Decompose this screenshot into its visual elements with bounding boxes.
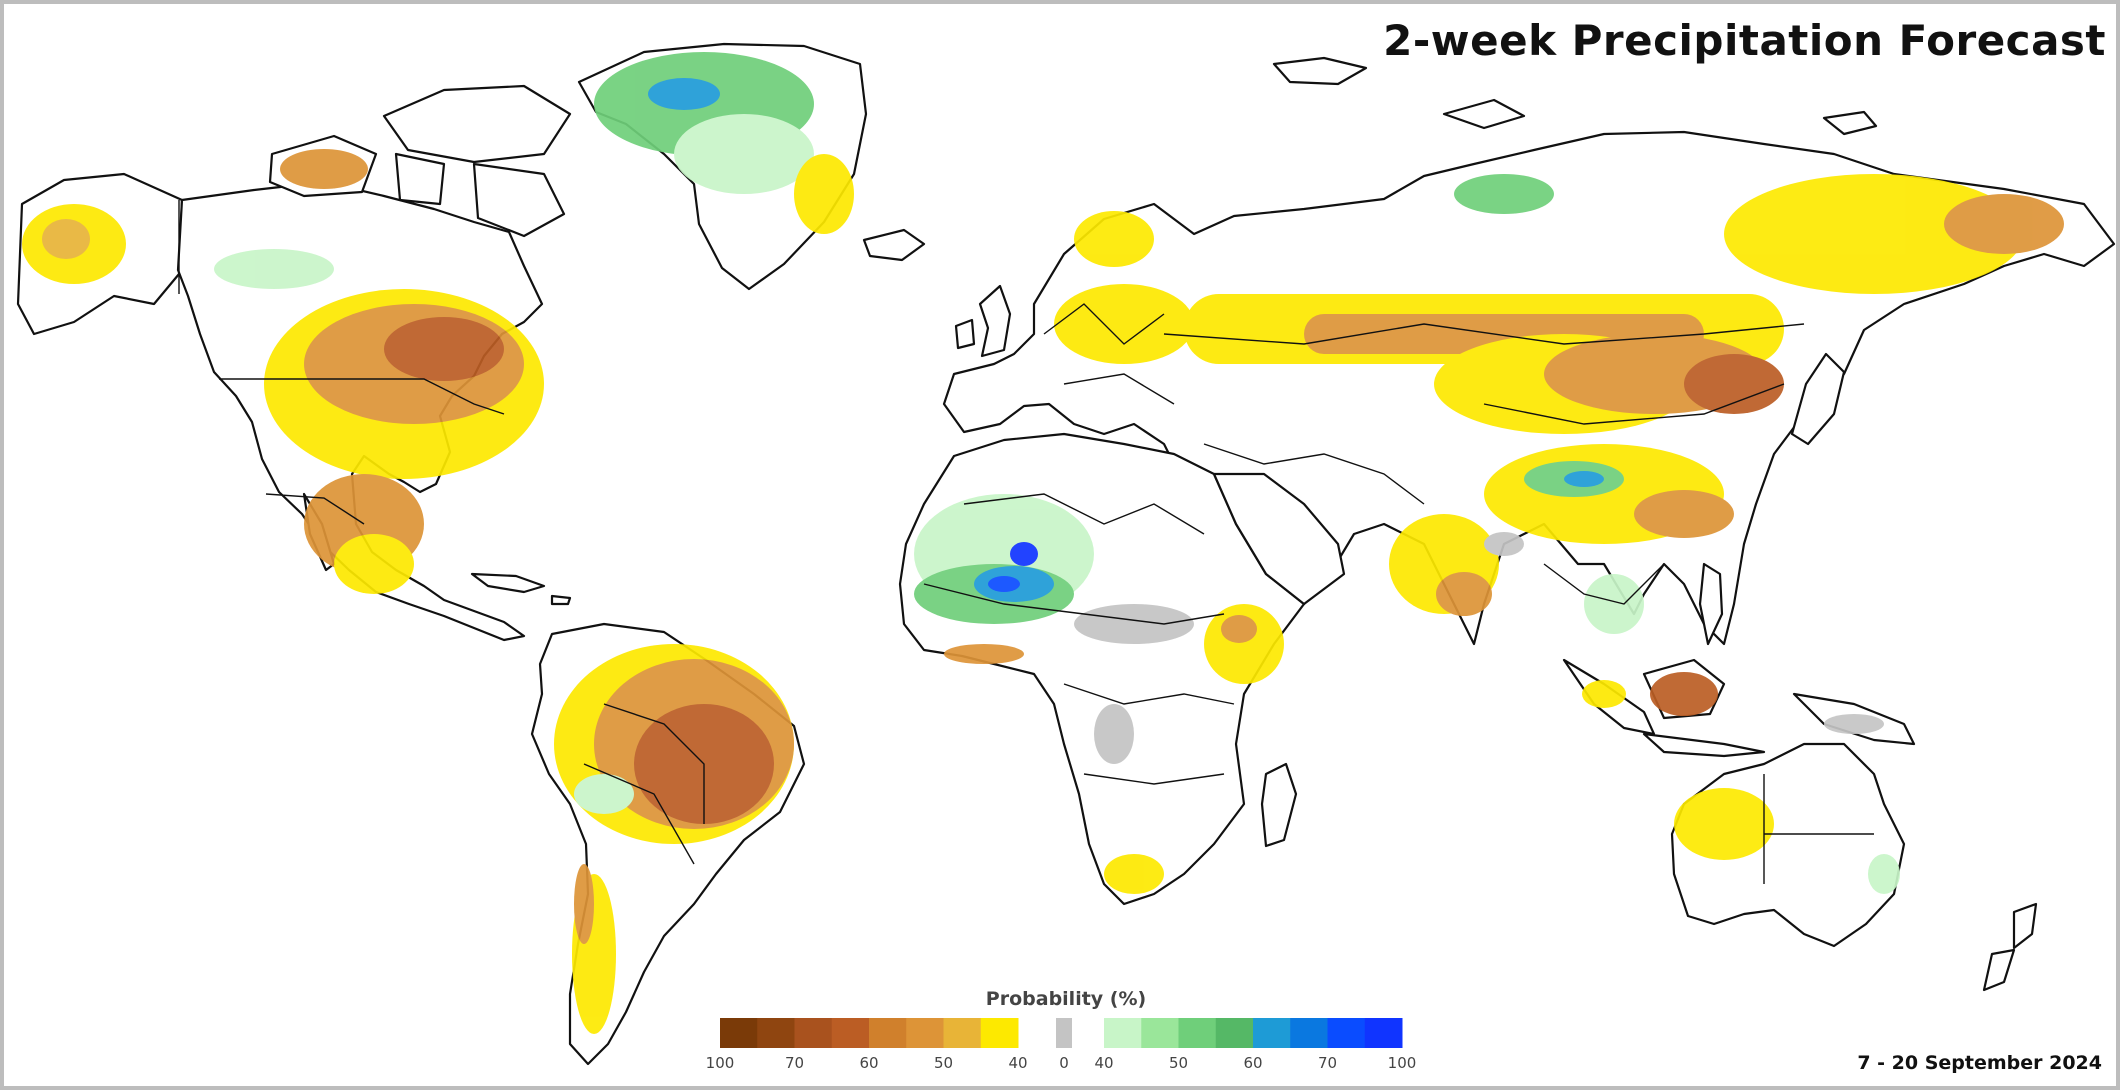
- legend-tick-wet-4: 100: [1388, 1054, 1417, 1072]
- legend-swatch-wet-6: [1327, 1018, 1366, 1048]
- legend-title: Probability (%): [985, 988, 1147, 1010]
- legend-swatch-dry-2: [794, 1018, 833, 1048]
- border-south-america-1: [603, 703, 705, 824]
- dry-zone-india-core: [1436, 572, 1492, 616]
- precipitation-probability-overlay: [22, 52, 2064, 1034]
- land-great-britain: [954, 284, 1012, 358]
- wet-zone-canada: [214, 249, 334, 289]
- wet-zone-north-russia: [1454, 174, 1554, 214]
- legend-swatch-wet-1: [1141, 1018, 1179, 1048]
- legend-swatch-wet-3: [1215, 1018, 1254, 1048]
- legend-swatch-dry-6: [943, 1018, 982, 1048]
- land-iceland: [862, 228, 926, 262]
- land-japan: [1790, 352, 1846, 446]
- legend-tick-dry-4: 40: [1008, 1054, 1027, 1072]
- dry-zone-greenland-east: [794, 154, 854, 234]
- legend-swatch-wet-4: [1253, 1018, 1291, 1048]
- land-madagascar: [1260, 762, 1298, 848]
- wet-zone-south-america: [574, 774, 634, 814]
- border-china-north: [1483, 383, 1785, 425]
- wet-zone-sahara-max: [1010, 542, 1038, 566]
- legend-tick-wet-1: 50: [1169, 1054, 1188, 1072]
- wet-zone-australia-east: [1868, 854, 1900, 894]
- wet-zone-tibet-core: [1564, 471, 1604, 487]
- land-cuba-caribbean: [470, 572, 572, 606]
- dry-zone-east-siberia: [1724, 174, 2024, 294]
- legend-swatch-dry-4: [869, 1018, 907, 1048]
- border-us-mexico: [265, 493, 365, 525]
- land-new-zealand: [1982, 902, 2038, 992]
- border-africa-north: [963, 493, 1205, 535]
- border-europe: [1043, 303, 1175, 405]
- dry-zone-australia: [1674, 788, 1774, 860]
- legend-tick-wet-3: 70: [1318, 1054, 1337, 1072]
- legend-swatch-dry-1: [757, 1018, 795, 1048]
- wet-zone-southeast-asia: [1584, 574, 1644, 634]
- date-range: 7 - 20 September 2024: [1857, 1052, 2102, 1074]
- border-africa-central: [1063, 683, 1235, 785]
- dry-zone-north-america-core: [384, 317, 504, 381]
- dry-zone-alaska-core: [42, 219, 90, 259]
- dry-zone-sumatra: [1582, 680, 1626, 708]
- dry-zone-east-africa-core: [1221, 615, 1257, 643]
- legend-swatch-dry-3: [831, 1018, 870, 1048]
- dry-zone-europe: [1054, 284, 1194, 364]
- land-arctic-islands: [268, 84, 572, 238]
- dry-zone-guinea-coast: [944, 644, 1024, 664]
- legend-color-bar: 100 70 60 50 40 0 40 50 60 70 100: [706, 1018, 1417, 1072]
- normal-zone-central-africa: [1074, 604, 1194, 644]
- border-africa-sahel: [923, 583, 1225, 625]
- legend-tick-dry-0: 100: [706, 1054, 735, 1072]
- border-canada-us: [219, 378, 505, 415]
- legend-swatch-wet-7: [1364, 1018, 1403, 1048]
- legend-swatch-normal: [1056, 1018, 1072, 1048]
- world-map: 100 70 60 50 40 0 40 50 60 70 100: [16, 42, 2116, 1072]
- legend-tick-dry-2: 60: [859, 1054, 878, 1072]
- dry-zone-mongolia-core: [1684, 354, 1784, 414]
- dry-zone-east-siberia-core: [1944, 194, 2064, 254]
- map-title: 2-week Precipitation Forecast: [1383, 16, 2106, 65]
- dry-zone-arctic-islands: [280, 149, 368, 189]
- legend-tick-dry-1: 70: [785, 1054, 804, 1072]
- legend-swatch-wet-2: [1178, 1018, 1217, 1048]
- land-philippines: [1698, 562, 1724, 646]
- legend-swatch-wet-5: [1290, 1018, 1328, 1048]
- border-southeast-asia: [1543, 563, 1665, 605]
- legend-tick-wet-2: 60: [1243, 1054, 1262, 1072]
- normal-zone-congo: [1094, 704, 1134, 764]
- border-middle-east: [1203, 443, 1425, 505]
- dry-zone-mexico: [334, 534, 414, 594]
- border-russia-south: [1163, 323, 1805, 345]
- dry-zone-andes: [574, 864, 594, 944]
- land-east-siberia-islands: [1272, 56, 1878, 136]
- border-australia: [1763, 774, 1874, 884]
- legend-swatch-dry-5: [906, 1018, 944, 1048]
- dry-zone-south-africa: [1104, 854, 1164, 894]
- legend-tick-normal: 0: [1059, 1054, 1069, 1072]
- legend-swatch-wet-0: [1104, 1018, 1142, 1048]
- legend-swatch-dry-0: [720, 1018, 758, 1048]
- legend-swatch-dry-7: [980, 1018, 1019, 1048]
- borders: [178, 200, 1874, 884]
- wet-zone-west-africa-max: [988, 576, 1020, 592]
- normal-zone-india: [1484, 532, 1524, 556]
- legend-tick-wet-0: 40: [1094, 1054, 1113, 1072]
- dry-zone-china-core: [1634, 490, 1734, 538]
- wet-zone-greenland-light: [674, 114, 814, 194]
- dry-zone-borneo: [1650, 672, 1718, 716]
- normal-zone-new-guinea: [1824, 714, 1884, 734]
- border-south-america-2: [583, 763, 695, 865]
- wet-zone-greenland-core: [648, 78, 720, 110]
- land-arabia: [1212, 472, 1346, 606]
- legend-tick-dry-3: 50: [934, 1054, 953, 1072]
- dry-zone-scandinavia: [1074, 211, 1154, 267]
